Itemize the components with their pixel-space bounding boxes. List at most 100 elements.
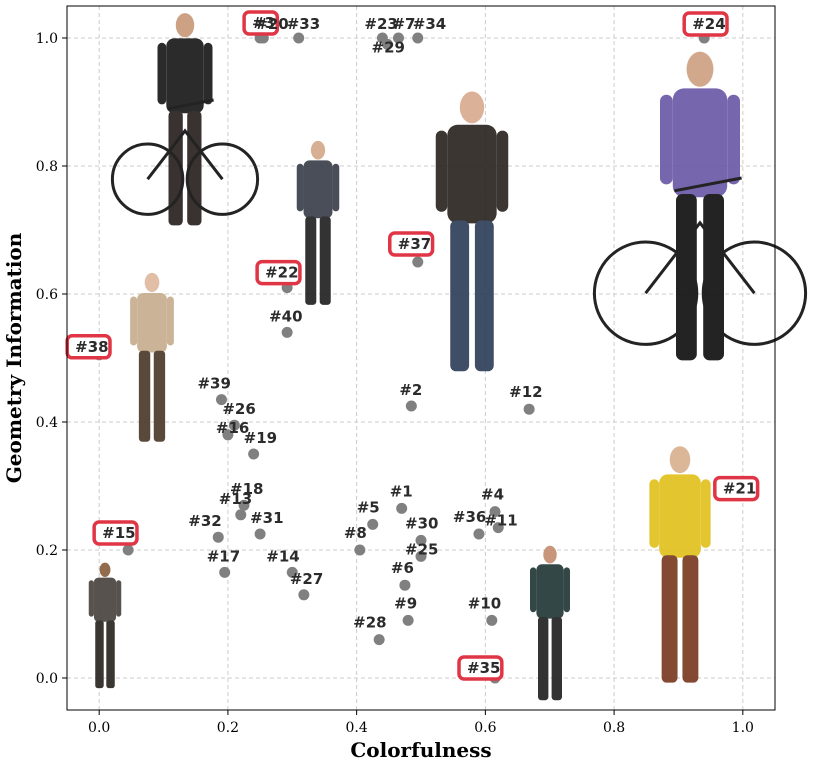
- x-tick-label: 0.6: [474, 720, 496, 736]
- x-tick-label: 1.0: [732, 720, 754, 736]
- data-point: [298, 589, 310, 601]
- point-label: #10: [468, 594, 501, 612]
- person-leg: [538, 617, 549, 701]
- point-label: #39: [197, 375, 230, 393]
- person-standing-tank: [530, 545, 570, 701]
- person-head: [459, 91, 485, 124]
- data-point: [293, 32, 305, 44]
- data-point: [122, 544, 134, 556]
- point-label: #11: [484, 512, 517, 530]
- point-label: #26: [222, 400, 255, 418]
- data-point: [212, 531, 224, 543]
- data-point: [396, 502, 408, 514]
- point-label: #16: [216, 419, 249, 437]
- data-point: [215, 394, 227, 406]
- point-label: #18: [230, 480, 263, 498]
- data-point: [523, 403, 535, 415]
- person-leg: [138, 350, 151, 442]
- person-torso: [447, 124, 497, 224]
- bicycle-icon: [110, 98, 260, 216]
- axis-ticks: 0.0 0.2 0.4 0.6 0.8 1.0 0.0 0.2 0.4 0.6 0.8 1.0: [36, 31, 754, 736]
- point-label: #7: [392, 15, 415, 33]
- y-tick-label: 0.0: [36, 671, 58, 687]
- person-torso: [303, 160, 333, 219]
- person-arm: [700, 479, 711, 548]
- person-torso: [93, 577, 117, 622]
- data-point: [238, 499, 250, 511]
- person-arm: [563, 567, 570, 613]
- data-point: [415, 550, 427, 562]
- point-label: #13: [219, 490, 252, 508]
- person-leg: [305, 216, 317, 305]
- point-label: #24: [692, 15, 725, 33]
- y-axis-title: Geometry Information: [2, 232, 26, 483]
- point-label: #35: [467, 659, 500, 677]
- person-arm: [435, 130, 448, 212]
- y-tick-label: 0.8: [36, 159, 58, 175]
- person-leg: [551, 617, 562, 701]
- person-head: [669, 446, 691, 474]
- y-tick-label: 0.4: [36, 415, 58, 431]
- point-label: #1: [390, 482, 413, 500]
- person-arm: [649, 479, 660, 548]
- highlight-box: [457, 655, 504, 681]
- point-label: #3: [252, 14, 275, 32]
- point-label: #17: [207, 547, 240, 565]
- data-point: [402, 614, 414, 626]
- person-arm: [530, 567, 537, 613]
- person-head: [144, 272, 160, 293]
- data-point: [248, 448, 260, 460]
- point-label: #32: [188, 512, 221, 530]
- person-head: [686, 51, 714, 87]
- x-tick-label: 0.8: [603, 720, 625, 736]
- person-arm: [116, 580, 122, 617]
- point-label: #34: [413, 15, 446, 33]
- point-label: #29: [372, 38, 405, 56]
- point-label: #4: [481, 486, 504, 504]
- person-head: [99, 562, 111, 577]
- x-tick-label: 0.2: [217, 720, 239, 736]
- person-arm: [88, 580, 94, 617]
- person-head: [543, 545, 557, 564]
- person-arm: [332, 163, 340, 212]
- person-with-bike-2: [592, 51, 808, 361]
- data-point: [286, 566, 298, 578]
- data-point: [367, 518, 379, 530]
- y-tick-label: 1.0: [36, 31, 58, 47]
- highlight-box: [713, 475, 760, 502]
- point-label: #6: [391, 559, 414, 577]
- point-label: #20: [255, 15, 288, 33]
- person-figures: [88, 13, 808, 701]
- person-head: [310, 140, 326, 160]
- person-leg: [450, 220, 470, 372]
- data-point: [405, 400, 417, 412]
- point-label: #31: [250, 509, 283, 527]
- y-tick-label: 0.2: [36, 543, 58, 559]
- person-torso: [166, 38, 204, 114]
- data-point: [412, 32, 424, 44]
- point-label: #25: [405, 540, 438, 558]
- highlight-box: [242, 10, 280, 36]
- point-label: #38: [75, 338, 108, 356]
- person-standing-blazer: [130, 272, 174, 442]
- person-torso: [137, 293, 167, 353]
- point-label: #5: [357, 498, 380, 516]
- person-crouching: [88, 562, 122, 689]
- data-point: [281, 326, 293, 338]
- point-label: #8: [344, 524, 367, 542]
- data-point: [354, 544, 366, 556]
- highlight-box: [388, 231, 435, 257]
- data-point: [219, 566, 231, 578]
- person-seated-1: [296, 140, 340, 305]
- person-arm: [203, 42, 213, 105]
- person-arm: [660, 94, 673, 185]
- point-label: #14: [266, 547, 299, 565]
- data-point: [235, 509, 247, 521]
- point-label: #12: [509, 383, 542, 401]
- point-label: #15: [102, 524, 135, 542]
- data-point: [492, 522, 504, 534]
- data-point: [392, 32, 404, 44]
- person-leg: [106, 620, 115, 689]
- data-point: [228, 419, 240, 431]
